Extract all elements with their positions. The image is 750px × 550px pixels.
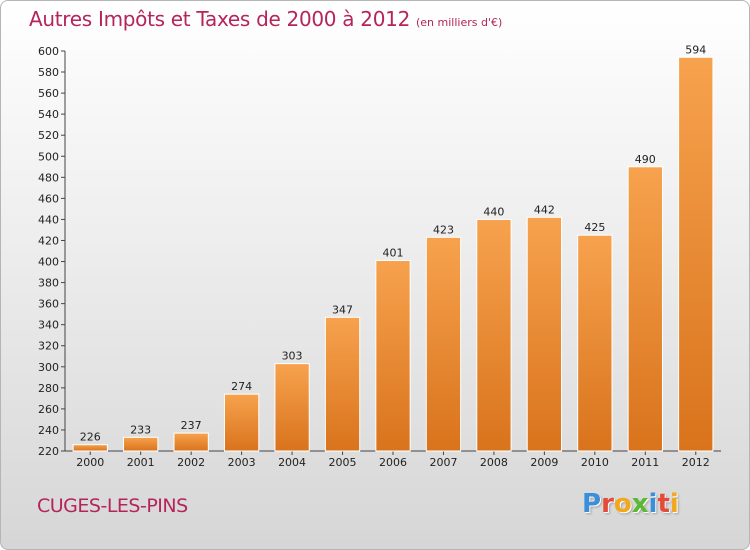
value-label: 274 [231,380,252,393]
bars [72,56,714,452]
bar [627,166,663,452]
y-tick-label: 460 [38,192,59,205]
bar [274,363,310,452]
x-tick-label: 2010 [581,456,609,469]
x-tick-label: 2006 [379,456,407,469]
chart-title: Autres Impôts et Taxes de 2000 à 2012 (en… [29,7,502,31]
bar [173,432,209,452]
y-tick-label: 580 [38,66,59,79]
x-tick-label: 2000 [76,456,104,469]
x-tick-label: 2011 [631,456,659,469]
y-tick-label: 340 [38,319,59,332]
bar [375,259,411,452]
y-tick-label: 380 [38,277,59,290]
value-label: 594 [685,43,706,56]
value-label: 490 [635,153,656,166]
proxiti-logo: Proxiti [582,489,679,519]
logo-letter: o [613,489,632,519]
y-tick-label: 300 [38,361,59,374]
value-label: 237 [181,419,202,432]
y-tick-label: 280 [38,382,59,395]
y-tick-label: 360 [38,298,59,311]
y-tick-label: 480 [38,171,59,184]
value-label: 233 [130,423,151,436]
y-tick-label: 320 [38,340,59,353]
logo-letter: x [631,489,649,519]
y-tick-label: 540 [38,108,59,121]
x-tick-label: 2005 [329,456,357,469]
chart-title-main: Autres Impôts et Taxes de 2000 à 2012 [29,7,410,31]
value-label: 303 [282,350,303,363]
value-label: 347 [332,303,353,316]
x-tick-label: 2002 [177,456,205,469]
logo-letter: P [582,489,602,519]
x-tick-label: 2004 [278,456,306,469]
bar [476,218,512,452]
bar [678,56,714,452]
y-tick-label: 560 [38,87,59,100]
y-tick-label: 240 [38,424,59,437]
value-labels: 226 233 237 274 303 347 401 423 440 442 425 490 594 [80,43,707,443]
axes: 220 240 260 280 300 320 340 360 380 400 420 440 460 4… [38,45,721,469]
commune-name: CUGES-LES-PINS [37,495,188,517]
y-tick-label: 420 [38,234,59,247]
bar [72,444,108,452]
x-tick-label: 2007 [429,456,457,469]
logo-letter: i [669,489,679,519]
y-tick-label: 520 [38,129,59,142]
value-label: 442 [534,203,555,216]
logo-letter: i [648,489,658,519]
chart-title-unit: (en milliers d'€) [416,16,503,29]
bar [123,436,159,452]
value-label: 440 [483,205,504,218]
logo-letter: t [657,489,670,519]
x-tick-label: 2008 [480,456,508,469]
x-tick-label: 2012 [682,456,710,469]
value-label: 226 [80,431,101,444]
y-tick-label: 440 [38,213,59,226]
bar [324,316,361,452]
x-tick-label: 2003 [228,456,256,469]
bar [223,393,260,452]
value-label: 401 [383,246,404,259]
bar [425,236,462,452]
value-label: 425 [584,221,605,234]
x-tick-label: 2001 [127,456,155,469]
y-tick-label: 500 [38,150,59,163]
bar [526,216,563,452]
y-tick-label: 600 [38,45,59,58]
x-tick-label: 2009 [530,456,558,469]
y-tick-label: 220 [38,445,59,458]
y-tick-label: 260 [38,403,59,416]
value-label: 423 [433,223,454,236]
y-tick-label: 400 [38,256,59,269]
logo-letter: r [601,489,614,519]
bar [577,234,613,452]
